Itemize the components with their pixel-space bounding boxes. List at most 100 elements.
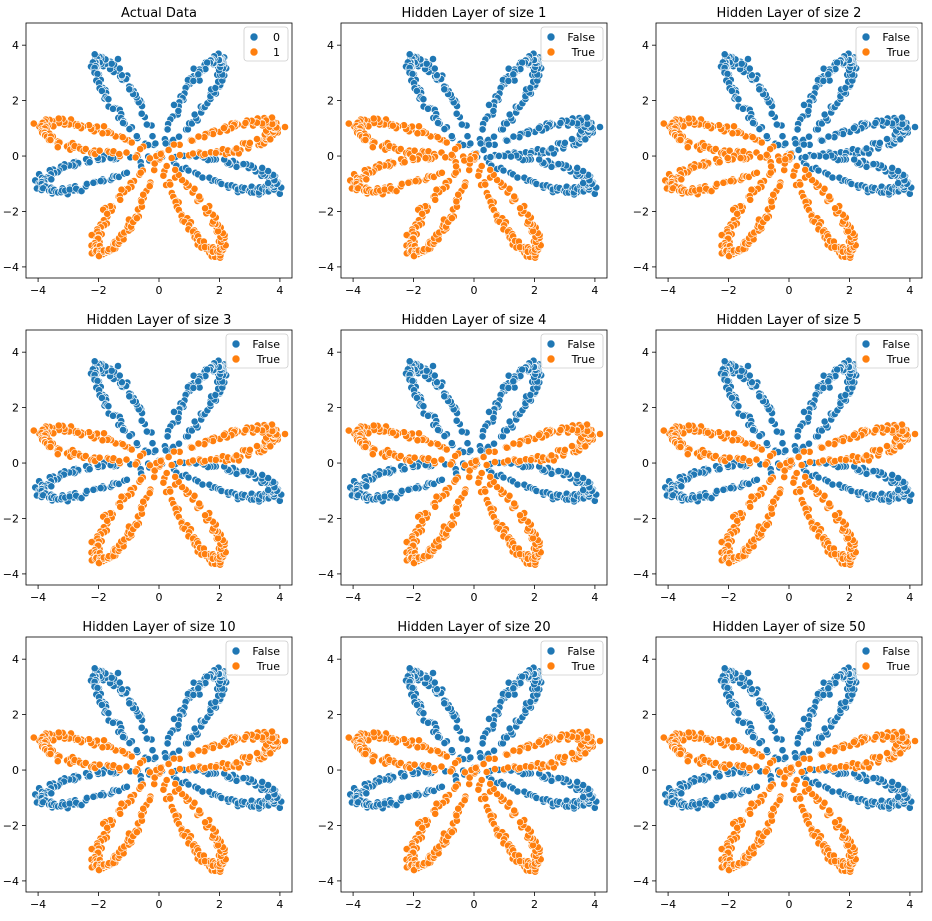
scatter-point [677,136,684,143]
x-tick-label: −4 [345,284,361,297]
scatter-point [821,418,828,425]
scatter-point [696,186,703,193]
scatter-point [167,181,174,188]
scatter-point [844,228,851,235]
scatter-point [199,481,206,488]
scatter-point [146,155,153,162]
scatter-point [504,457,511,464]
scatter-point [100,123,107,130]
y-tick-label: 4 [327,39,334,52]
scatter-point [86,466,93,473]
scatter-point [684,144,691,151]
scatter-point [768,110,775,117]
scatter-point [829,174,836,181]
scatter-point [138,110,145,117]
y-tick-label: −4 [318,261,334,274]
scatter-point [406,358,413,365]
scatter-point [164,126,171,133]
scatter-point [802,166,809,173]
scatter-point [466,474,473,481]
y-tick-label: −2 [3,205,19,218]
scatter-point [448,522,455,529]
scatter-point [191,418,198,425]
y-tick-label: −4 [633,261,649,274]
scatter-point [140,191,147,198]
scatter-point [510,133,517,140]
scatter-point [747,196,754,203]
scatter-point [548,145,555,152]
scatter-point [212,456,219,463]
legend-label: False [252,338,280,351]
y-tick-label: 0 [327,457,334,470]
scatter-point [776,183,783,190]
scatter-point [204,366,211,373]
scatter-point [748,186,755,193]
scatter-point [105,96,112,103]
subplot-title: Hidden Layer of size 4 [402,313,547,328]
scatter-point [118,186,125,193]
scatter-point [133,215,140,222]
scatter-point [507,153,514,160]
scatter-point [443,446,450,453]
x-tick-label: −4 [30,284,46,297]
scatter-point [30,120,37,127]
scatter-point [441,393,448,400]
scatter-point [409,155,416,162]
scatter-point [443,139,450,146]
scatter-point [191,111,198,118]
scatter-point [246,139,253,146]
subplot-title: Hidden Layer of size 2 [717,6,862,21]
scatter-point [795,146,802,153]
scatter-point [126,393,133,400]
scatter-point [172,166,179,173]
scatter-point [119,441,126,448]
scatter-point [401,159,408,166]
scatter-point [362,443,369,450]
scatter-point [389,122,396,129]
scatter-point [506,418,513,425]
scatter-point [143,428,150,435]
scatter-point [536,156,543,163]
scatter-point [381,493,388,500]
scatter-point [434,426,441,433]
scatter-point [782,140,789,147]
x-tick-label: −2 [90,591,106,604]
scatter-point [412,178,419,185]
scatter-point [479,126,486,133]
scatter-point [190,77,197,84]
scatter-point [170,448,177,455]
scatter-point [149,440,156,447]
y-tick-label: 0 [12,457,19,470]
scatter-point [160,172,167,179]
scatter-point [128,446,135,453]
legend: 01 [244,27,288,61]
x-tick-label: 0 [156,591,163,604]
scatter-point [781,167,788,174]
scatter-point [773,121,780,128]
scatter-point [398,180,405,187]
scatter-point [452,476,459,483]
scatter-point [109,105,116,112]
legend-label: 0 [273,31,280,44]
subplot-title: Hidden Layer of size 3 [87,313,232,328]
scatter-point [126,126,133,133]
scatter-point [108,60,115,67]
scatter-point [409,377,416,384]
scatter-point [490,440,497,447]
scatter-point [876,139,883,146]
scatter-point [825,71,832,78]
scatter-point [165,146,172,153]
scatter-point [596,430,603,437]
scatter-point [406,51,413,58]
scatter-point [119,134,126,141]
scatter-point [424,412,431,419]
scatter-point [146,462,153,469]
y-tick-label: 0 [327,150,334,163]
scatter-point [96,147,103,154]
scatter-point [175,107,182,114]
scatter-point [757,154,764,161]
scatter-point [415,123,422,130]
scatter-point [517,205,524,212]
x-tick-label: 2 [846,284,853,297]
scatter-point [749,134,756,141]
